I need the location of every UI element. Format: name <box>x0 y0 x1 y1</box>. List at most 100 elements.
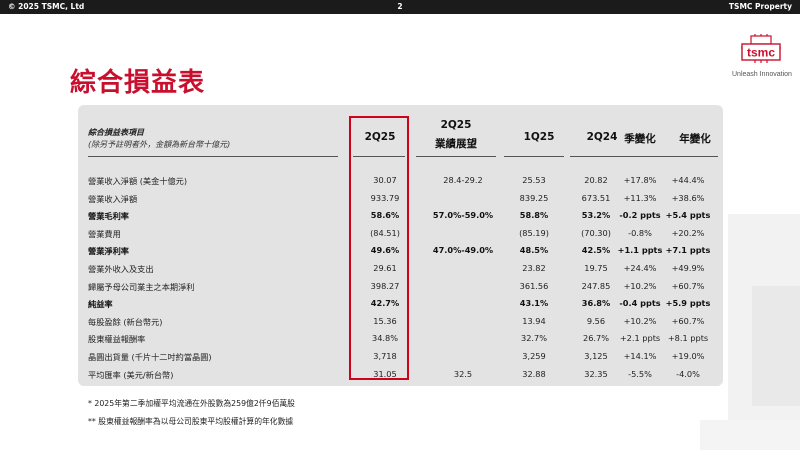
row-value: 31.05 <box>373 368 397 379</box>
row-label: 營業收入淨額 <box>88 193 138 204</box>
column-header: 2Q24 <box>586 131 618 143</box>
row-label: 每股盈餘 (新台幣元) <box>88 316 163 327</box>
row-value: (70.30) <box>581 227 611 238</box>
table-row: 晶圓出貨量 (千片十二吋約當晶圓) 3,718 3,259 3,125 +14.1% +1… <box>88 348 718 365</box>
row-value: +60.7% <box>671 315 705 326</box>
row-value: 361.56 <box>519 280 549 291</box>
row-value: +19.0% <box>671 351 705 361</box>
row-value: 48.5% <box>519 245 549 256</box>
row-value: +5.9 ppts <box>665 298 711 309</box>
row-label: 晶圓出貨量 (千片十二吋約當晶圓) <box>88 352 212 362</box>
row-value: 47.0%-49.0% <box>432 245 494 256</box>
table-row: 營業淨利率 49.6% 47.0%-49.0% 48.5% 42.5% +1.1 ppts… <box>88 242 718 259</box>
row-value: -0.8% <box>628 227 652 238</box>
row-value: -5.5% <box>628 368 652 379</box>
header-divider <box>504 156 564 157</box>
table-row: 營業收入淨額 933.79 839.25 673.51 +11.3% +38.6% <box>88 190 718 207</box>
row-label: 股東權益報酬率 <box>88 334 146 345</box>
row-value: +14.1% <box>623 351 657 361</box>
table-panel <box>78 105 723 386</box>
row-value: 49.6% <box>370 245 400 256</box>
table-row: 平均匯率 (美元/新台幣) 31.05 32.5 32.88 32.35 -5.5% -4.… <box>88 366 718 383</box>
column-header: 2Q25 <box>440 119 472 131</box>
row-value: 933.79 <box>370 192 400 203</box>
row-value: 26.7% <box>582 333 609 344</box>
row-value: 32.35 <box>584 368 608 379</box>
row-value: 20.82 <box>584 175 608 185</box>
row-value: 29.61 <box>373 263 397 273</box>
footnote: * 2025年第二季加權平均流通在外股數為259億2仟9佰萬股 <box>88 399 295 408</box>
header-divider <box>416 156 496 157</box>
row-value: +24.4% <box>623 263 657 273</box>
header-divider <box>610 156 666 157</box>
tsmc-logo: tsmc <box>736 34 786 70</box>
row-value: 398.27 <box>370 280 400 291</box>
row-value: 23.82 <box>522 263 546 273</box>
row-value: +17.8% <box>623 175 657 185</box>
row-value: 839.25 <box>519 192 549 203</box>
row-value: 57.0%-59.0% <box>432 210 494 221</box>
row-value: +7.1 ppts <box>665 245 711 256</box>
property-label: TSMC Property <box>728 2 792 11</box>
row-value: 58.6% <box>370 210 400 221</box>
row-label: 營業費用 <box>88 228 121 239</box>
table-row: 營業毛利率 58.6% 57.0%-59.0% 58.8% 53.2% -0.2 ppts… <box>88 207 718 224</box>
decorative-block <box>700 420 800 450</box>
logo-text: tsmc <box>747 46 775 60</box>
row-value: 3,125 <box>584 351 608 361</box>
row-value: 34.8% <box>371 333 398 344</box>
row-value: +10.2% <box>623 315 657 326</box>
header-divider <box>570 156 630 157</box>
copyright-text: © 2025 TSMC, Ltd <box>8 2 85 11</box>
row-value: 13.94 <box>522 315 546 326</box>
row-value: -4.0% <box>676 368 700 379</box>
column-header-sub: 業績展望 <box>435 138 477 150</box>
row-value: 673.51 <box>581 192 611 203</box>
row-value: +2.1 ppts <box>619 333 661 344</box>
row-label: 營業外收入及支出 <box>88 264 154 274</box>
column-header: 2Q25 <box>364 131 396 143</box>
row-value: +49.9% <box>671 263 705 273</box>
header-divider <box>666 156 718 157</box>
row-value: 3,718 <box>373 351 397 361</box>
row-value: +60.7% <box>671 280 705 291</box>
row-value: 9.56 <box>586 315 606 326</box>
row-value: +20.2% <box>671 227 705 238</box>
row-label: 平均匯率 (美元/新台幣) <box>88 369 174 380</box>
row-value: 32.7% <box>520 333 547 344</box>
row-value: +1.1 ppts <box>617 245 663 256</box>
row-value: 43.1% <box>519 298 549 309</box>
top-bar: © 2025 TSMC, Ltd 2 TSMC Property <box>0 0 800 14</box>
row-value: 28.4-29.2 <box>443 175 483 185</box>
row-value: 3,259 <box>522 351 546 361</box>
row-value: 32.5 <box>453 368 473 379</box>
column-header: 季變化 <box>624 133 656 145</box>
header-divider <box>353 156 405 157</box>
row-value: (85.19) <box>519 227 549 238</box>
table-row: 歸屬予母公司業主之本期淨利 398.27 361.56 247.85 +10.2% +60… <box>88 278 718 295</box>
row-value: +5.4 ppts <box>665 210 711 221</box>
row-value: 32.88 <box>522 368 546 379</box>
header-note: (除另予註明者外，金額為新台幣十億元) <box>88 140 231 149</box>
row-label: 純益率 <box>88 299 113 310</box>
footnote: ** 股東權益報酬率為以母公司股東平均股權計算的年化數據 <box>88 417 294 426</box>
row-value: +11.3% <box>623 192 657 203</box>
row-label: 營業收入淨額 (美金十億元) <box>88 176 188 186</box>
row-label: 營業淨利率 <box>88 246 129 257</box>
row-value: 247.85 <box>581 280 611 291</box>
table-row: 每股盈餘 (新台幣元) 15.36 13.94 9.56 +10.2% +60.7% <box>88 313 718 330</box>
row-value: (84.51) <box>370 227 400 238</box>
row-label: 歸屬予母公司業主之本期淨利 <box>88 281 195 292</box>
table-row: 營業費用 (84.51) (85.19) (70.30) -0.8% +20.2% <box>88 225 718 242</box>
row-value: 25.53 <box>522 175 546 185</box>
row-value: +8.1 ppts <box>667 333 709 344</box>
row-value: -0.4 ppts <box>619 298 661 309</box>
row-value: 42.5% <box>581 245 611 256</box>
header-divider <box>88 156 338 157</box>
table-row: 純益率 42.7% 43.1% 36.8% -0.4 ppts +5.9 ppts <box>88 295 718 312</box>
tagline: Unleash Innovation <box>732 71 792 78</box>
page-number: 2 <box>397 2 403 11</box>
row-value: 53.2% <box>581 210 611 221</box>
table-row: 股東權益報酬率 34.8% 32.7% 26.7% +2.1 ppts +8.1 ppts <box>88 330 718 347</box>
row-value: -0.2 ppts <box>619 210 661 221</box>
